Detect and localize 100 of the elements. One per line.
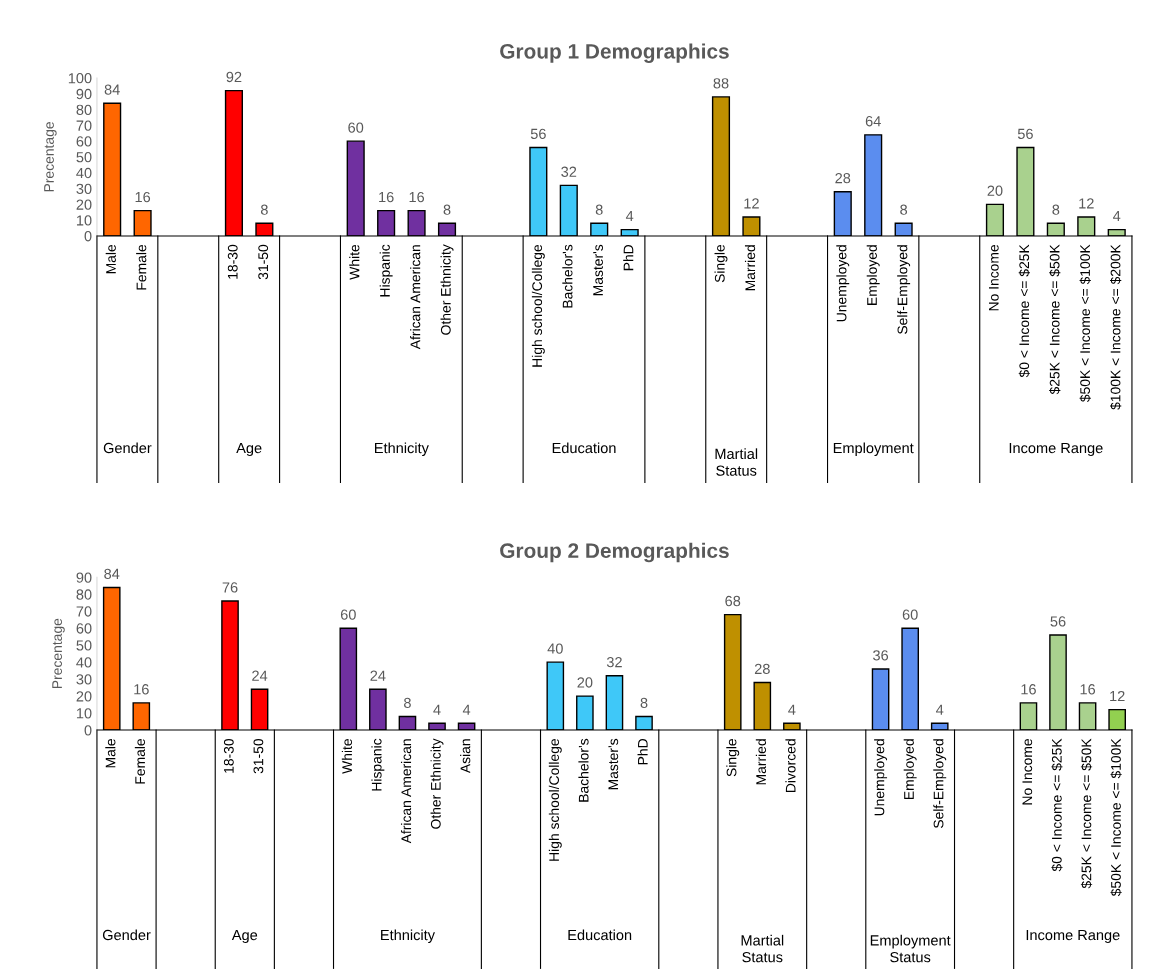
data-label: 16 (409, 191, 425, 203)
data-label: 92 (226, 71, 242, 83)
x-tick-label: African American (400, 739, 412, 844)
data-label: 56 (1050, 616, 1066, 627)
data-label: 56 (530, 128, 546, 140)
data-label: 76 (222, 582, 238, 593)
chart-title: Group 2 Demographics (500, 542, 729, 563)
y-tick-label: 50 (76, 640, 92, 651)
x-tick-label: White (341, 738, 353, 774)
y-tick-label: 90 (76, 572, 92, 583)
text: Age (236, 443, 262, 457)
data-label: 12 (744, 198, 759, 209)
x-tick-label: Hispanic (379, 244, 393, 297)
data-label: 20 (577, 677, 593, 688)
x-tick-label: Master's (608, 738, 619, 790)
x-tick-label: High school/College (531, 244, 545, 367)
x-tick-label: $0 < Income <= $25K (1051, 738, 1063, 872)
x-tick-label: Male (105, 244, 116, 274)
data-label: 32 (606, 656, 622, 668)
data-label: 4 (625, 211, 634, 222)
data-label: 60 (348, 122, 364, 133)
x-tick-label: Master's (593, 244, 603, 296)
x-tick-label: Hispanic (371, 738, 385, 791)
text: Martial Status (715, 448, 758, 476)
x-tick-label: No Income (989, 244, 999, 311)
y-tick-label: 40 (76, 167, 92, 179)
data-label: 12 (1110, 690, 1125, 702)
y-tick-label: 0 (84, 725, 92, 736)
data-label: 4 (1113, 211, 1121, 222)
x-tick-label: $100K < Income <= $200K (1110, 244, 1122, 410)
text: Education (552, 442, 616, 454)
x-tick-label: Male (105, 738, 116, 768)
x-tick-label: 18-30 (223, 738, 234, 773)
x-tick-label: Married (755, 739, 767, 785)
y-axis-title: Precentage (52, 618, 65, 689)
x-tick-label: 18-30 (227, 244, 238, 279)
y-tick-label: 60 (76, 136, 92, 147)
x-tick-label: White (349, 244, 360, 280)
data-label: 4 (462, 704, 471, 715)
data-label: 84 (104, 84, 120, 95)
data-label: 8 (595, 204, 603, 215)
y-tick-label: 10 (76, 215, 92, 226)
x-tick-label: PhD (623, 244, 634, 271)
y-tick-label: 80 (76, 104, 92, 115)
data-label: 60 (902, 609, 918, 620)
x-tick-label: No Income (1022, 738, 1033, 805)
data-label: 28 (835, 172, 851, 184)
y-tick-label: 20 (76, 199, 92, 210)
data-label: 88 (713, 78, 729, 89)
data-label: 16 (135, 191, 151, 203)
chart-title: Group 1 Demographics (500, 43, 729, 63)
text: Income Range (1009, 443, 1103, 457)
y-tick-label: 40 (76, 657, 92, 668)
data-label: 68 (725, 595, 741, 607)
text: Age (231, 930, 258, 944)
data-label: 64 (865, 116, 881, 127)
x-tick-label: Female (136, 244, 147, 290)
x-tick-label: African American (410, 245, 421, 350)
x-tick-label: Bachelor's (578, 738, 589, 802)
x-tick-label: Self-Employed (933, 739, 947, 829)
y-tick-label: 0 (84, 231, 92, 242)
text: Ethnicity (381, 929, 435, 944)
x-tick-label: $50K < Income <= $100K (1079, 244, 1091, 403)
data-label: 24 (252, 670, 268, 681)
text: Education (568, 929, 632, 941)
x-tick-label: Other Ethnicity (440, 244, 454, 335)
x-tick-label: Unemployed (874, 739, 888, 816)
x-tick-label: Employed (903, 739, 917, 799)
data-label: 4 (788, 704, 796, 715)
data-label: 8 (404, 697, 411, 709)
data-label: 8 (1052, 204, 1060, 215)
x-tick-label: 31-50 (258, 244, 269, 280)
x-tick-label: Single (714, 244, 728, 283)
data-label: 4 (936, 704, 944, 715)
data-label: 8 (900, 204, 908, 215)
x-tick-label: $50K < Income <= $100K (1110, 738, 1122, 897)
y-tick-label: 60 (76, 623, 92, 634)
text: Ethnicity (375, 442, 429, 457)
y-tick-label: 70 (76, 606, 92, 617)
y-tick-label: 30 (76, 674, 92, 685)
data-label: 16 (1080, 684, 1096, 695)
x-tick-label: Unemployed (836, 245, 850, 322)
data-label: 12 (1079, 198, 1094, 209)
data-label: 8 (443, 204, 451, 215)
x-tick-label: Other Ethnicity (430, 738, 444, 829)
data-label: 4 (433, 704, 441, 715)
data-label: 8 (640, 697, 648, 709)
text: Employment (833, 442, 914, 457)
x-tick-label: High school/College (548, 738, 562, 861)
data-label: 32 (561, 166, 577, 177)
x-tick-label: Divorced (785, 739, 796, 793)
data-label: 8 (260, 204, 268, 215)
x-tick-label: Self-Employed (897, 245, 911, 334)
y-tick-label: 90 (76, 88, 92, 100)
y-tick-label: 50 (76, 152, 92, 163)
x-tick-label: $0 < Income <= $25K (1018, 244, 1030, 378)
data-label: 24 (370, 670, 386, 681)
y-tick-label: 100 (68, 73, 92, 84)
data-label: 16 (379, 191, 394, 203)
x-tick-label: Single (726, 738, 740, 777)
